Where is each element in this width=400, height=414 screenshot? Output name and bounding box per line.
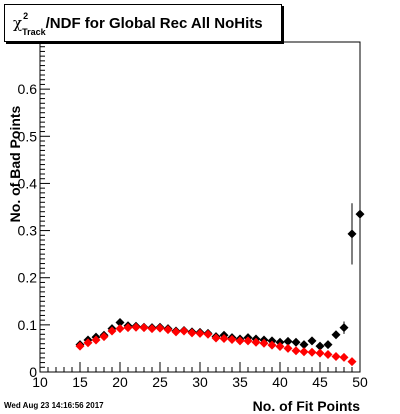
data-point [91,335,101,345]
data-point [315,341,325,351]
x-tick-label: 25 [152,374,168,390]
data-point [323,350,333,360]
data-point [291,337,301,347]
data-point [171,327,181,337]
data-point [339,352,349,362]
data-point [299,347,309,357]
data-point [75,341,85,351]
data-point [299,340,309,350]
y-axis-label: No. of Bad Points [7,105,23,222]
data-point [139,323,149,333]
x-tick-label: 30 [192,374,208,390]
x-tick-label: 45 [312,374,328,390]
data-point [251,337,261,347]
title-superscript: 2 [23,11,29,21]
data-point [155,323,165,333]
data-point [275,342,285,352]
y-tick-label: 0.5 [18,128,38,144]
data-point [131,322,141,332]
x-tick-label: 15 [72,374,88,390]
data-point [283,336,293,346]
y-tick-label: 0.1 [18,317,38,333]
title-box: χ2 Track/NDF for Global Rec All NoHits [4,4,282,42]
title-subscript: Track [22,27,46,37]
data-point [219,334,229,344]
data-point [227,334,237,344]
data-point [267,340,277,350]
axis-ticks [39,41,361,373]
x-tick-label: 50 [352,374,368,390]
data-point [83,338,93,348]
data-point [163,325,173,335]
data-point [259,338,269,348]
data-point [323,340,333,350]
data-point [187,328,197,338]
data-point [331,330,341,340]
y-tick-label: 0.2 [18,270,38,286]
data-point [347,357,357,367]
data-point [315,348,325,358]
title-chi-symbol: χ [13,14,23,32]
plot-frame [39,41,361,373]
data-point [235,336,245,346]
data-point [195,328,205,338]
title-main: /NDF for Global Rec All NoHits [45,15,263,32]
x-axis-label: No. of Fit Points [253,398,361,414]
x-tick-label: 20 [112,374,128,390]
data-point [355,209,365,219]
data-point [291,346,301,356]
data-point [115,318,125,327]
data-point [179,326,189,336]
data-point [99,332,109,342]
data-point [283,343,293,353]
data-point [347,229,357,239]
data-point [107,326,117,336]
data-point [339,323,349,333]
x-tick-label: 40 [272,374,288,390]
x-tick-label: 35 [232,374,248,390]
series-black-markers [75,58,365,370]
data-point [211,333,221,343]
x-tick-label: 10 [32,374,48,390]
y-tick-label: 0.3 [18,223,38,239]
y-tick-label: 0 [29,364,37,380]
series-red-markers [75,322,357,367]
data-point [147,324,157,334]
axis-tick-labels: 10 15 20 25 30 35 40 45 50 0 0.1 0.2 0.3 0.4 0.5 0.6 [18,81,368,390]
chart-title: χ2 Track/NDF for Global Rec All NoHits [13,11,263,37]
y-tick-label: 0.6 [18,81,38,97]
data-point [123,323,133,333]
y-tick-label: 0.4 [18,175,38,191]
data-point [307,347,317,357]
data-point [203,329,213,339]
data-point [307,336,317,346]
timestamp: Wed Aug 23 14:16:56 2017 [4,401,104,410]
data-point [243,336,253,346]
data-point [115,324,125,334]
data-point [331,351,341,361]
